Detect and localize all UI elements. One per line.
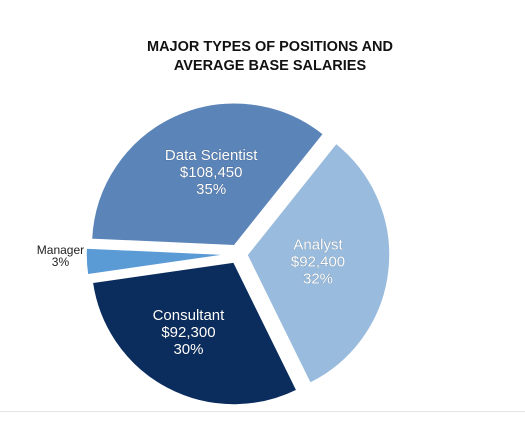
chart-title: MAJOR TYPES OF POSITIONS AND AVERAGE BAS… [40, 38, 500, 76]
slice-label-manager-percent: 3% [52, 255, 70, 269]
pie-slice-consultant [91, 261, 298, 406]
slice-label-data-scientist-percent: 35% [196, 181, 226, 198]
slice-label-analyst-percent: 32% [303, 271, 333, 288]
pie-slice-manager [85, 247, 230, 276]
chart-title-line-1: MAJOR TYPES OF POSITIONS AND [147, 39, 393, 55]
slice-label-manager-name: Manager [37, 243, 84, 257]
pie-slice-data-scientist [90, 102, 325, 247]
pie-slice-analyst [246, 142, 391, 385]
slice-label-consultant-percent: 30% [173, 341, 203, 358]
slice-label-consultant-salary: $92,300 [161, 324, 215, 341]
slice-label-analyst-name: Analyst [293, 237, 343, 254]
bottom-divider [0, 411, 525, 412]
chart-title-line-2: AVERAGE BASE SALARIES [173, 58, 367, 74]
slice-label-analyst-salary: $92,400 [291, 254, 345, 271]
slice-label-data-scientist-salary: $108,450 [180, 164, 243, 181]
slice-label-data-scientist-name: Data Scientist [165, 147, 258, 164]
slice-label-consultant-name: Consultant [153, 307, 226, 324]
